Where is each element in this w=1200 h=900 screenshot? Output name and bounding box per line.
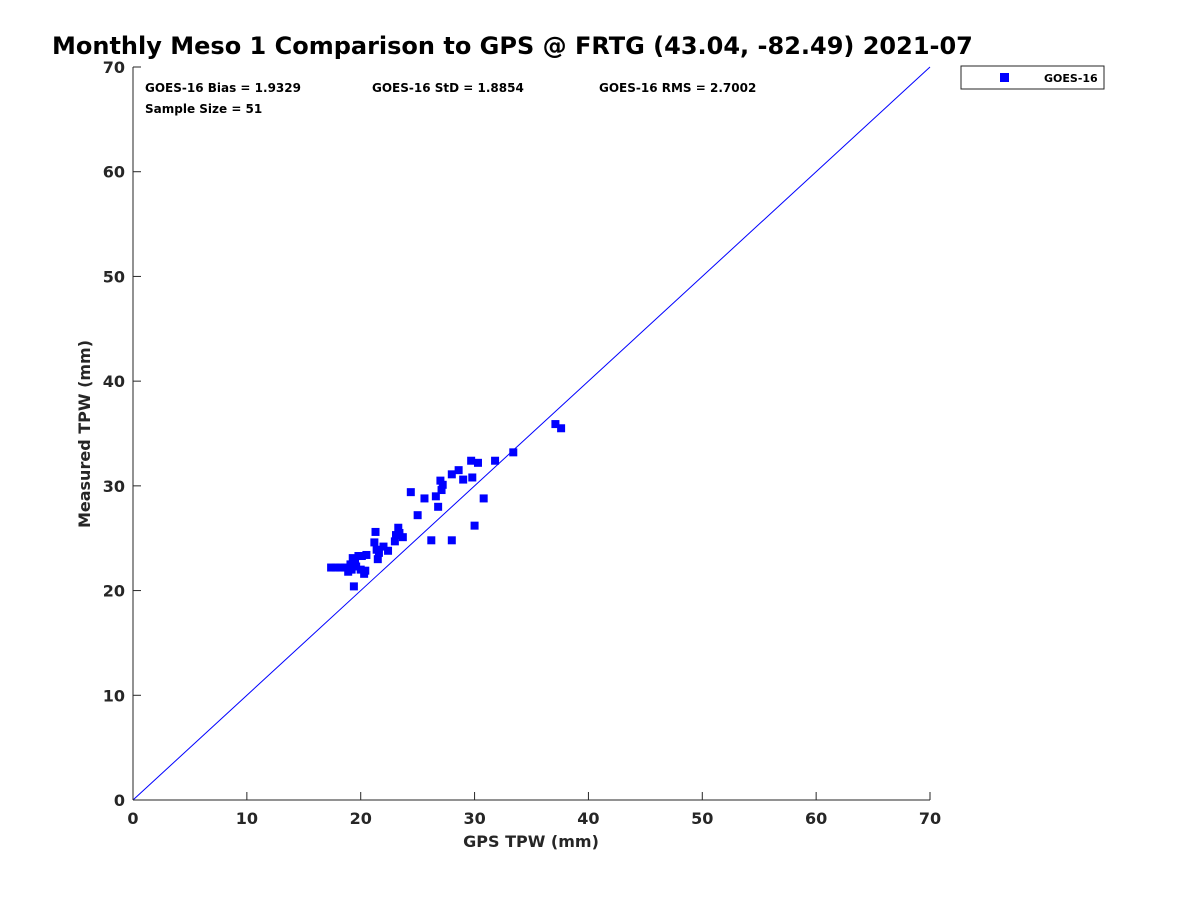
x-tick-label: 50 (691, 809, 713, 828)
data-point (473, 458, 482, 467)
legend-box (960, 65, 1105, 90)
data-point (551, 420, 560, 429)
y-tick-label: 60 (103, 163, 125, 182)
data-point (384, 546, 393, 555)
data-point (347, 565, 356, 574)
data-point (436, 476, 445, 485)
y-axis-ticks: 0 10 20 30 40 50 60 70 (103, 58, 141, 810)
y-tick-label: 40 (103, 372, 125, 391)
data-point (479, 494, 488, 503)
y-tick-label: 50 (103, 267, 125, 286)
legend: GOES-16 (960, 65, 1105, 90)
data-point (390, 537, 399, 546)
data-point (431, 492, 440, 501)
one-to-one-line (132, 66, 931, 801)
data-point (374, 548, 383, 557)
data-point (447, 536, 456, 545)
data-point (420, 494, 429, 503)
sample-size-stat: Sample Size = 51 (145, 102, 262, 116)
rms-stat: GOES-16 RMS = 2.7002 (599, 81, 756, 95)
data-point (470, 521, 479, 530)
data-points (327, 420, 566, 591)
data-point (406, 488, 415, 497)
data-point (356, 565, 365, 574)
data-point (361, 566, 370, 575)
data-point (434, 502, 443, 511)
x-axis-label: GPS TPW (mm) (463, 832, 599, 851)
y-tick-label: 70 (103, 58, 125, 77)
plot-area: 0 10 20 30 40 50 60 70 0 10 20 30 40 50 60 70 (103, 58, 941, 828)
data-point (371, 527, 380, 536)
y-tick-label: 20 (103, 582, 125, 601)
data-point (427, 536, 436, 545)
data-point (348, 554, 357, 563)
y-tick-label: 10 (103, 686, 125, 705)
data-point (394, 523, 403, 532)
data-point (346, 560, 355, 569)
y-tick-label: 0 (114, 791, 125, 810)
legend-marker (1000, 73, 1009, 82)
data-point (395, 528, 404, 537)
data-point (491, 456, 500, 465)
data-point (336, 563, 345, 572)
data-point (468, 473, 477, 482)
data-point (454, 466, 463, 475)
legend-label: GOES-16 (1044, 72, 1098, 85)
data-point (413, 511, 422, 520)
data-point (437, 486, 446, 495)
data-point (370, 538, 379, 547)
x-tick-label: 0 (127, 809, 138, 828)
data-point (340, 563, 349, 572)
x-tick-label: 60 (805, 809, 827, 828)
data-point (349, 582, 358, 591)
data-point (509, 448, 518, 457)
std-stat: GOES-16 StD = 1.8854 (372, 81, 524, 95)
data-point (357, 552, 366, 561)
x-tick-label: 10 (236, 809, 258, 828)
bias-stat: GOES-16 Bias = 1.9329 (145, 81, 301, 95)
data-point (379, 542, 388, 551)
data-point (331, 563, 340, 572)
data-point (438, 480, 447, 489)
x-tick-label: 30 (463, 809, 485, 828)
chart-title: Monthly Meso 1 Comparison to GPS @ FRTG … (52, 32, 973, 60)
data-point (327, 563, 336, 572)
x-axis-ticks: 0 10 20 30 40 50 60 70 (127, 792, 941, 828)
data-point (398, 533, 407, 542)
y-axis-label: Measured TPW (mm) (75, 340, 94, 528)
data-point (447, 470, 456, 479)
y-tick-label: 30 (103, 477, 125, 496)
data-point (467, 456, 476, 465)
x-tick-label: 70 (919, 809, 941, 828)
data-point (351, 558, 360, 567)
data-point (557, 424, 566, 433)
data-point (362, 550, 371, 559)
x-tick-label: 40 (577, 809, 599, 828)
data-point (459, 475, 468, 484)
data-point (352, 562, 361, 571)
data-point (373, 555, 382, 564)
x-tick-label: 20 (350, 809, 372, 828)
